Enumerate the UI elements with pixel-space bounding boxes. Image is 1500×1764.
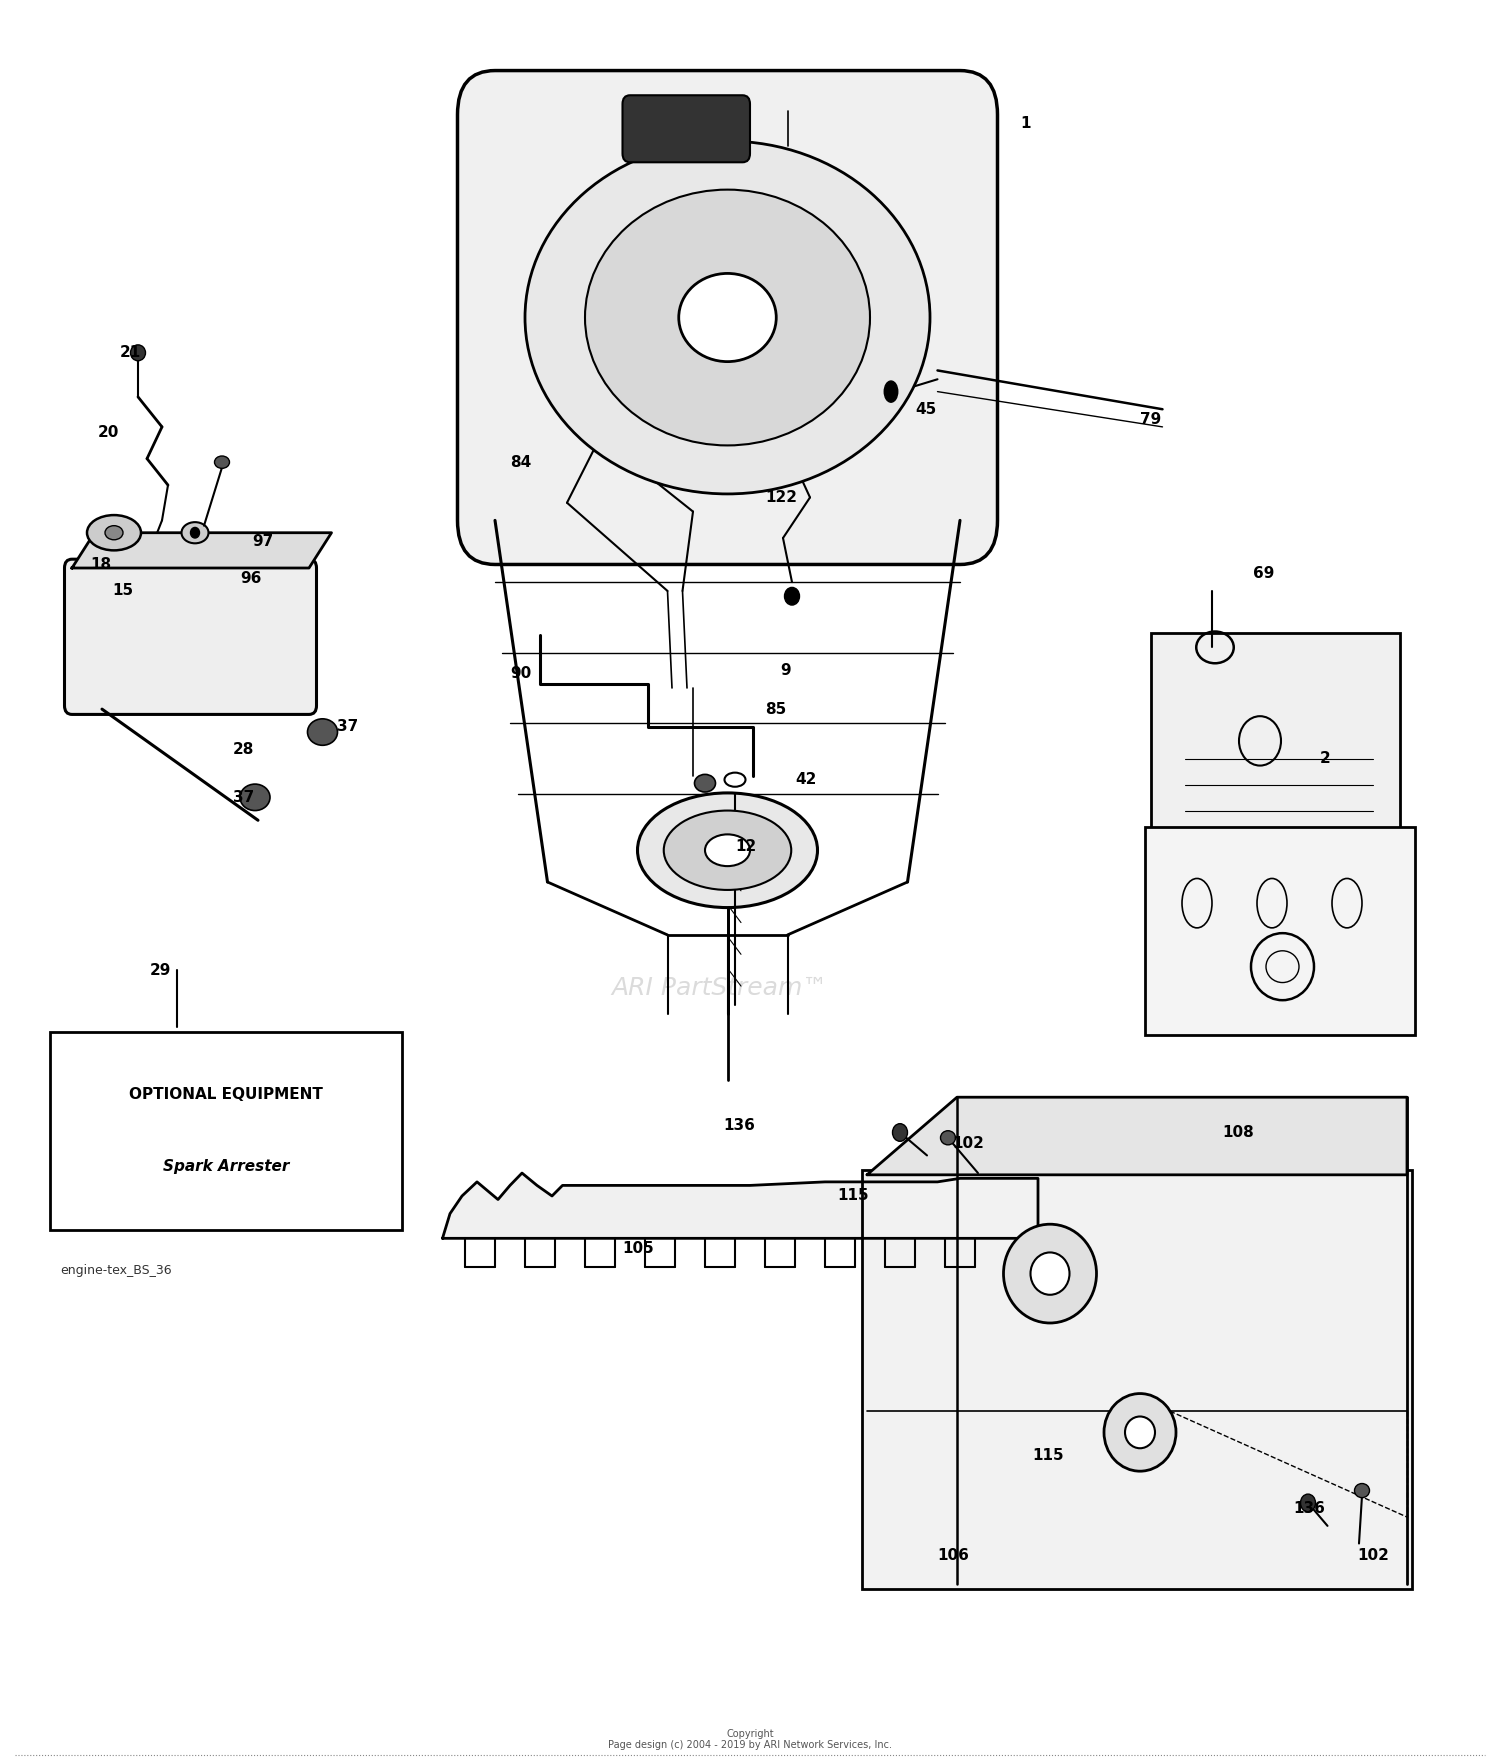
Polygon shape <box>867 1097 1407 1175</box>
Ellipse shape <box>678 273 777 362</box>
Text: 15: 15 <box>112 584 134 598</box>
Ellipse shape <box>638 792 818 907</box>
FancyBboxPatch shape <box>458 71 998 564</box>
Text: 84: 84 <box>510 455 531 469</box>
Ellipse shape <box>87 515 141 550</box>
Text: 20: 20 <box>98 425 118 439</box>
Ellipse shape <box>525 141 930 494</box>
Text: 69: 69 <box>1252 566 1274 580</box>
Ellipse shape <box>1004 1224 1096 1323</box>
Ellipse shape <box>784 587 800 605</box>
Polygon shape <box>442 1173 1038 1238</box>
Ellipse shape <box>1125 1416 1155 1448</box>
Text: 90: 90 <box>510 667 531 681</box>
Ellipse shape <box>892 1124 908 1141</box>
Ellipse shape <box>885 381 897 402</box>
Ellipse shape <box>130 344 146 362</box>
Text: 12: 12 <box>735 840 756 854</box>
Text: ARI PartStream™: ARI PartStream™ <box>612 975 828 1000</box>
Text: 1: 1 <box>1020 116 1031 131</box>
Text: 29: 29 <box>150 963 171 977</box>
FancyBboxPatch shape <box>1144 827 1414 1035</box>
Text: 102: 102 <box>1358 1549 1389 1563</box>
Polygon shape <box>72 533 332 568</box>
FancyBboxPatch shape <box>1150 633 1400 852</box>
Text: 108: 108 <box>1222 1125 1254 1140</box>
Text: 106: 106 <box>938 1549 969 1563</box>
Text: 28: 28 <box>232 743 254 757</box>
Text: 115: 115 <box>1032 1448 1064 1462</box>
Ellipse shape <box>214 457 230 469</box>
Text: 122: 122 <box>765 490 796 505</box>
Ellipse shape <box>585 191 870 445</box>
Text: Spark Arrester: Spark Arrester <box>162 1159 290 1175</box>
Text: 136: 136 <box>1293 1501 1324 1515</box>
Ellipse shape <box>182 522 209 543</box>
Ellipse shape <box>308 720 338 746</box>
Text: OPTIONAL EQUIPMENT: OPTIONAL EQUIPMENT <box>129 1087 322 1102</box>
Text: 97: 97 <box>252 534 273 549</box>
Ellipse shape <box>1300 1494 1316 1512</box>
Text: 37: 37 <box>232 790 254 804</box>
FancyBboxPatch shape <box>64 559 316 714</box>
Text: 115: 115 <box>837 1189 868 1203</box>
Text: Copyright
Page design (c) 2004 - 2019 by ARI Network Services, Inc.: Copyright Page design (c) 2004 - 2019 by… <box>608 1729 892 1750</box>
Ellipse shape <box>1354 1484 1370 1498</box>
Text: 2: 2 <box>1320 751 1330 766</box>
Text: 102: 102 <box>952 1136 984 1150</box>
Ellipse shape <box>1104 1394 1176 1471</box>
Text: 42: 42 <box>795 773 816 787</box>
FancyBboxPatch shape <box>862 1170 1412 1589</box>
Ellipse shape <box>240 783 270 811</box>
Text: 79: 79 <box>1140 413 1161 427</box>
Text: 96: 96 <box>240 572 261 586</box>
FancyBboxPatch shape <box>622 95 750 162</box>
Text: 21: 21 <box>120 346 141 360</box>
Ellipse shape <box>705 834 750 866</box>
Ellipse shape <box>105 526 123 540</box>
Ellipse shape <box>694 774 715 792</box>
Text: 45: 45 <box>915 402 936 416</box>
Ellipse shape <box>940 1131 956 1145</box>
Text: 37: 37 <box>338 720 358 734</box>
Text: 136: 136 <box>723 1118 754 1132</box>
Ellipse shape <box>1030 1252 1069 1295</box>
Text: 105: 105 <box>622 1242 654 1256</box>
Text: 9: 9 <box>780 663 790 677</box>
Ellipse shape <box>663 811 792 889</box>
Ellipse shape <box>190 527 200 538</box>
Text: 85: 85 <box>765 702 786 716</box>
Text: 18: 18 <box>90 557 111 572</box>
Text: engine-tex_BS_36: engine-tex_BS_36 <box>60 1263 171 1277</box>
